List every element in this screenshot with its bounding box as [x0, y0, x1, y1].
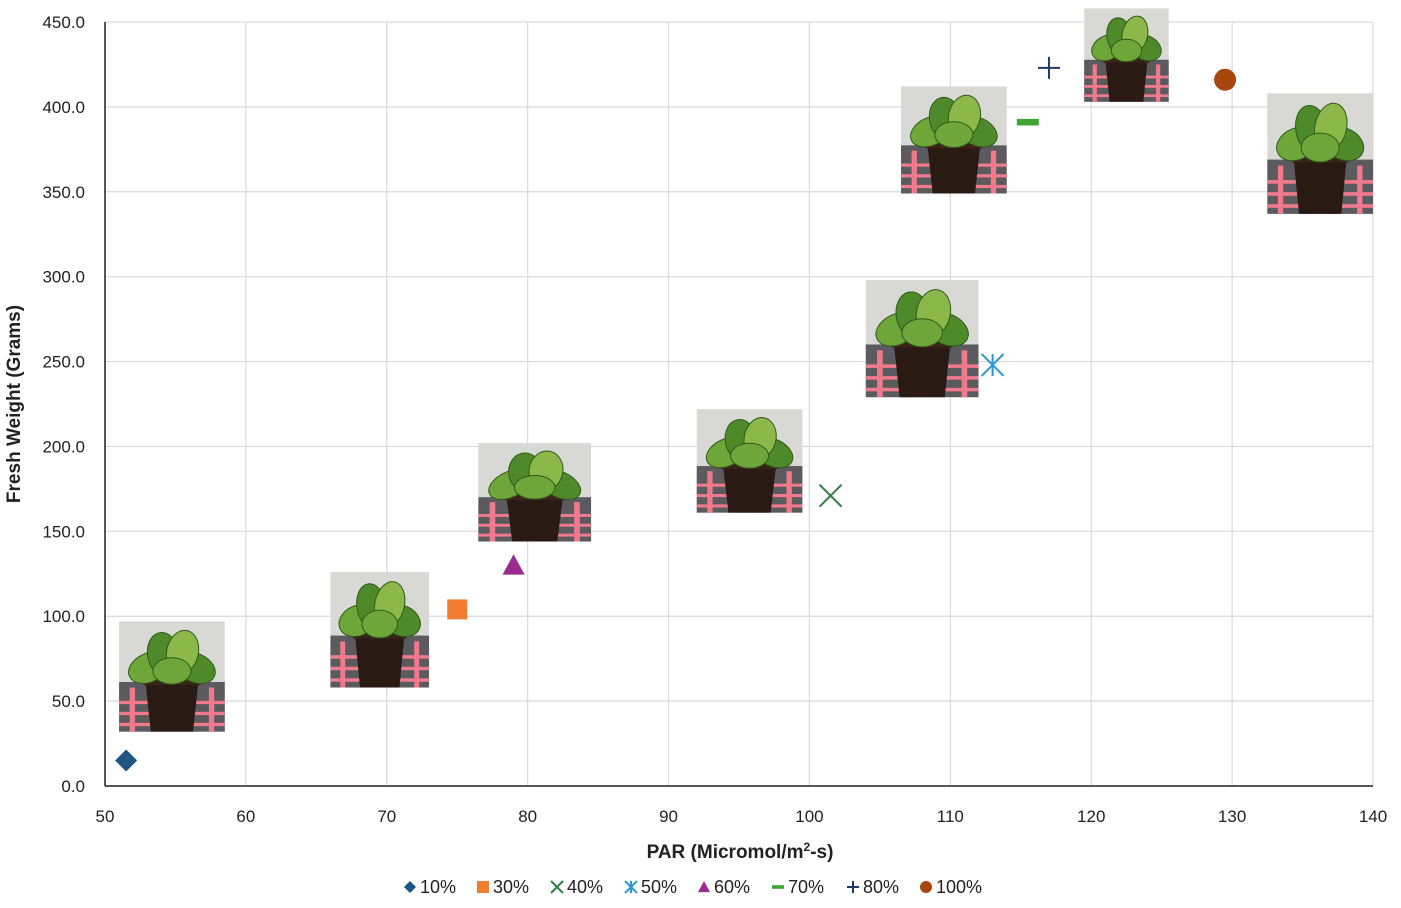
plant-photo-100 [1267, 93, 1373, 214]
legend-marker [920, 881, 932, 893]
legend-label: 40% [567, 877, 603, 897]
marker-60pct [502, 554, 525, 575]
legend-label: 80% [863, 877, 899, 897]
legend-label: 70% [788, 877, 824, 897]
legend-marker [477, 881, 489, 893]
marker-50pct [980, 353, 1005, 377]
x-axis-title-main: PAR (Micromol/m [647, 842, 804, 863]
x-tick-label: 140 [1359, 807, 1387, 826]
legend-item: 80% [847, 877, 899, 897]
x-axis-title-tail: -s) [810, 842, 833, 863]
legend-item: 40% [550, 877, 603, 897]
marker-100pct [1214, 68, 1237, 91]
y-tick-label: 0.0 [61, 777, 85, 796]
marker-80pct [1037, 56, 1060, 79]
plant-photo-60 [478, 443, 592, 542]
legend-marker [624, 880, 638, 894]
marker-30pct [447, 599, 468, 620]
marker-10pct [115, 749, 138, 772]
plant-photo-30 [330, 572, 430, 688]
marker-40pct [818, 483, 843, 508]
y-tick-label: 200.0 [42, 437, 85, 456]
legend-item: 60% [698, 877, 750, 897]
y-tick-label: 450.0 [42, 13, 85, 32]
y-axis-title: Fresh Weight (Grams) [4, 305, 25, 503]
plant-photo-50 [865, 280, 979, 398]
grid [104, 21, 1374, 787]
legend-marker [550, 880, 564, 894]
y-tick-label: 300.0 [42, 268, 85, 287]
legend-marker [698, 881, 710, 893]
x-tick-label: 120 [1077, 807, 1105, 826]
plant-photo-10 [119, 621, 225, 732]
x-axis-title: PAR (Micromol/m2-s) [647, 840, 834, 863]
legend-label: 30% [493, 877, 529, 897]
legend-item: 70% [772, 877, 824, 897]
plant-photo-80 [1084, 8, 1169, 102]
legend-label: 100% [936, 877, 982, 897]
y-tick-label: 350.0 [42, 183, 85, 202]
x-axis-title-sup: 2 [804, 840, 811, 854]
plant-photos [119, 8, 1373, 732]
legend-marker [847, 881, 859, 893]
legend-label: 50% [641, 877, 677, 897]
y-tick-label: 50.0 [52, 692, 85, 711]
y-tick-label: 400.0 [42, 98, 85, 117]
x-tick-label: 90 [659, 807, 678, 826]
plant-photo-40 [696, 409, 803, 513]
x-tick-label: 60 [236, 807, 255, 826]
legend-item: 30% [477, 877, 529, 897]
data-points [115, 56, 1237, 772]
axes [104, 22, 1373, 787]
legend-label: 60% [714, 877, 750, 897]
legend-item: 100% [920, 877, 982, 897]
y-tick-label: 150.0 [42, 522, 85, 541]
marker-70pct [1016, 118, 1039, 126]
legend-marker [772, 885, 784, 889]
x-tick-label: 80 [518, 807, 537, 826]
tick-labels: 50 60 70 80 90 100 110 120 130 140 0.0 50.0 100.0 150… [42, 13, 1387, 826]
x-tick-label: 70 [377, 807, 396, 826]
legend: 10% 30% 40% 50% 60% 70% 80% 100% [404, 877, 982, 897]
x-tick-label: 100 [795, 807, 823, 826]
legend-item: 10% [404, 877, 456, 897]
y-tick-label: 250.0 [42, 353, 85, 372]
x-tick-label: 50 [96, 807, 115, 826]
legend-marker [404, 881, 416, 893]
legend-item: 50% [624, 877, 677, 897]
y-tick-label: 100.0 [42, 607, 85, 626]
x-tick-label: 110 [937, 807, 964, 826]
plant-photo-70 [901, 86, 1007, 194]
legend-label: 10% [420, 877, 456, 897]
x-tick-label: 130 [1218, 807, 1246, 826]
